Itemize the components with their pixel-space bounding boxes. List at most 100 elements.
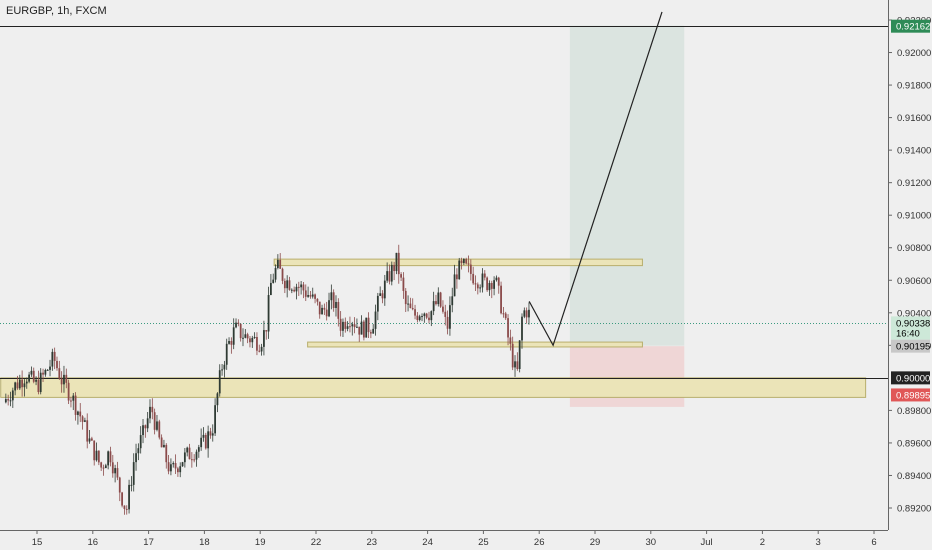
y-tick-label: 0.89200 (897, 504, 931, 515)
zones[interactable] (0, 258, 867, 398)
candle-body (509, 337, 512, 344)
candle-body (183, 452, 186, 463)
candle-body (237, 322, 240, 324)
price-tag-bg[interactable] (891, 388, 930, 402)
candle-body (16, 382, 19, 389)
price-tag-bg[interactable] (891, 339, 930, 353)
candle-body (511, 343, 514, 368)
candle-body (100, 462, 103, 468)
candle-body (328, 300, 330, 317)
projection-line[interactable] (528, 11, 663, 347)
candle-body (525, 310, 528, 318)
candle-body (207, 431, 210, 449)
candle (274, 264, 277, 283)
candle (111, 454, 114, 478)
candle (246, 332, 249, 344)
candle-body (86, 420, 89, 442)
candle (465, 257, 468, 265)
candle-body (416, 315, 419, 321)
candle-body (14, 382, 17, 391)
candle-body (432, 301, 435, 312)
zone-2[interactable] (307, 341, 643, 348)
price-axis[interactable]: 0.922000.920000.918000.916000.914000.912… (888, 0, 932, 550)
horizontal-lines[interactable] (0, 26, 888, 379)
candle (425, 312, 428, 320)
candle (51, 348, 54, 371)
price-tag-bg[interactable] (891, 19, 930, 33)
candle-body (528, 309, 530, 318)
price-tag[interactable]: 16:40 (891, 326, 930, 340)
projection-path[interactable] (528, 11, 663, 347)
candle-body (435, 301, 437, 305)
candle (311, 287, 314, 299)
candle (218, 364, 221, 397)
time-axis[interactable]: 15 16 17 18 19 22 23 24 25 26 29 30 Jul 2 3 6 (0, 530, 932, 550)
candle (479, 284, 482, 293)
candle (507, 314, 509, 346)
candle (4, 393, 7, 404)
candle (121, 491, 123, 508)
candle (393, 261, 396, 281)
candle (139, 426, 142, 454)
candle-body (179, 466, 182, 473)
candle (330, 284, 333, 310)
price-tag[interactable]: 0.90338 (891, 316, 930, 330)
candle (153, 408, 156, 435)
price-tag[interactable]: 0.90195 (891, 339, 930, 353)
candle-body (225, 343, 228, 365)
candle-body (116, 468, 119, 478)
candle-body (458, 260, 461, 280)
candle-body (256, 336, 258, 351)
x-tick-label: 2 (760, 537, 765, 548)
candle (437, 287, 440, 307)
zone-3[interactable] (0, 377, 867, 398)
candle (307, 286, 309, 298)
candle (151, 398, 154, 420)
candle (251, 335, 254, 348)
candle-body (316, 298, 319, 302)
candle (11, 387, 14, 408)
position-tool[interactable] (569, 25, 685, 407)
candle (453, 264, 456, 297)
zone-1[interactable] (273, 258, 643, 267)
price-tag-bg[interactable] (891, 326, 930, 340)
price-tag[interactable]: 0.92162 (891, 19, 930, 33)
price-tag[interactable]: 0.90000 (891, 371, 930, 385)
candle-body (369, 332, 372, 334)
candle (511, 336, 514, 371)
x-tick-label: 29 (590, 537, 601, 548)
candle (493, 276, 495, 296)
candle-body (276, 259, 279, 268)
target-zone[interactable] (569, 25, 685, 346)
candle-body (332, 292, 335, 308)
candle (414, 304, 416, 320)
candle-body (323, 307, 326, 310)
candle-body (286, 280, 289, 289)
candle (70, 396, 72, 408)
price-tag-bg[interactable] (891, 316, 930, 330)
candle-body (342, 321, 344, 331)
candle (137, 443, 140, 461)
candle-body (263, 330, 265, 347)
candle (325, 301, 328, 321)
candle (504, 311, 507, 320)
candle (346, 321, 349, 332)
candle (472, 266, 475, 285)
candle-body (232, 327, 235, 345)
candle-body (483, 273, 486, 278)
candle (174, 454, 177, 474)
candle (379, 286, 382, 297)
candle-body (9, 400, 12, 402)
candle (351, 321, 354, 336)
price-tag[interactable]: 0.89895 (891, 388, 930, 402)
candle (63, 365, 65, 393)
candle (7, 394, 10, 406)
candle-body (167, 462, 170, 472)
candle-body (123, 505, 126, 509)
candle (172, 461, 175, 468)
price-tag-bg[interactable] (891, 371, 930, 385)
candle (460, 257, 463, 270)
candle-body (37, 379, 40, 393)
candle-body (202, 434, 205, 438)
candle (418, 314, 421, 322)
